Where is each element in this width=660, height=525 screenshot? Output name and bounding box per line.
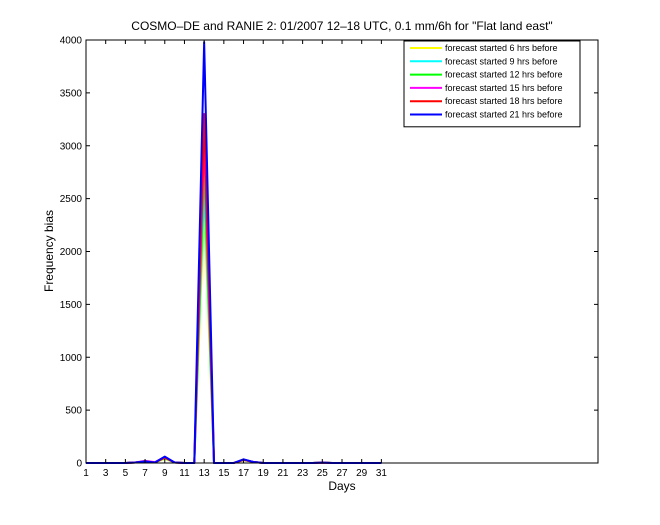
x-tick-label: 27	[336, 468, 348, 479]
legend-entry-5: forecast started 18 hrs before	[445, 96, 563, 106]
plot-lines	[86, 41, 382, 464]
x-tick-label: 5	[123, 468, 129, 479]
x-axis-ticks: 1 3 5 7 9 11 13 15 17 19 21 23 25 27 29 31	[83, 40, 387, 479]
y-tick-label: 3000	[60, 141, 83, 152]
legend-entry-1: forecast started 6 hrs before	[445, 43, 558, 53]
legend-entry-2: forecast started 9 hrs before	[445, 56, 558, 66]
series-line-3	[86, 165, 382, 464]
legend-entry-6: forecast started 21 hrs before	[445, 110, 563, 120]
series-line-1	[86, 208, 382, 464]
legend-entry-3: forecast started 12 hrs before	[445, 70, 563, 80]
x-tick-label: 23	[297, 468, 309, 479]
legend-box	[403, 40, 581, 128]
y-tick-label: 2000	[60, 247, 83, 258]
legend-entry-4: forecast started 15 hrs before	[445, 83, 563, 93]
x-tick-label: 3	[103, 468, 109, 479]
series-line-5	[86, 113, 382, 464]
y-tick-label: 4000	[60, 36, 83, 47]
x-tick-label: 31	[376, 468, 388, 479]
x-tick-label: 19	[258, 468, 270, 479]
x-tick-label: 13	[199, 468, 211, 479]
series-line-2	[86, 187, 382, 464]
x-tick-label: 7	[142, 468, 148, 479]
y-tick-label: 1500	[60, 300, 83, 311]
y-tick-label: 2500	[60, 194, 83, 205]
x-tick-label: 29	[356, 468, 368, 479]
y-axis-label: Frequency bias	[42, 210, 56, 292]
x-axis-label: Days	[328, 479, 355, 493]
y-axis-ticks: 0 500 1000 1500 2000 2500 3000 3500 4000	[60, 36, 598, 470]
x-tick-label: 11	[179, 468, 190, 479]
x-tick-label: 21	[277, 468, 289, 479]
y-tick-label: 500	[65, 406, 82, 417]
series-line-6	[86, 41, 382, 464]
y-tick-label: 1000	[60, 353, 83, 364]
x-tick-label: 9	[162, 468, 168, 479]
chart-title: COSMO–DE and RANIE 2: 01/2007 12–18 UTC,…	[131, 19, 552, 33]
x-tick-label: 17	[238, 468, 250, 479]
series-line-4	[86, 139, 382, 464]
x-tick-label: 15	[218, 468, 230, 479]
x-tick-label: 25	[317, 468, 329, 479]
legend: forecast started 6 hrs before forecast st…	[403, 40, 581, 128]
y-tick-label: 0	[76, 459, 82, 470]
y-tick-label: 3500	[60, 88, 83, 99]
x-tick-label: 1	[83, 468, 89, 479]
